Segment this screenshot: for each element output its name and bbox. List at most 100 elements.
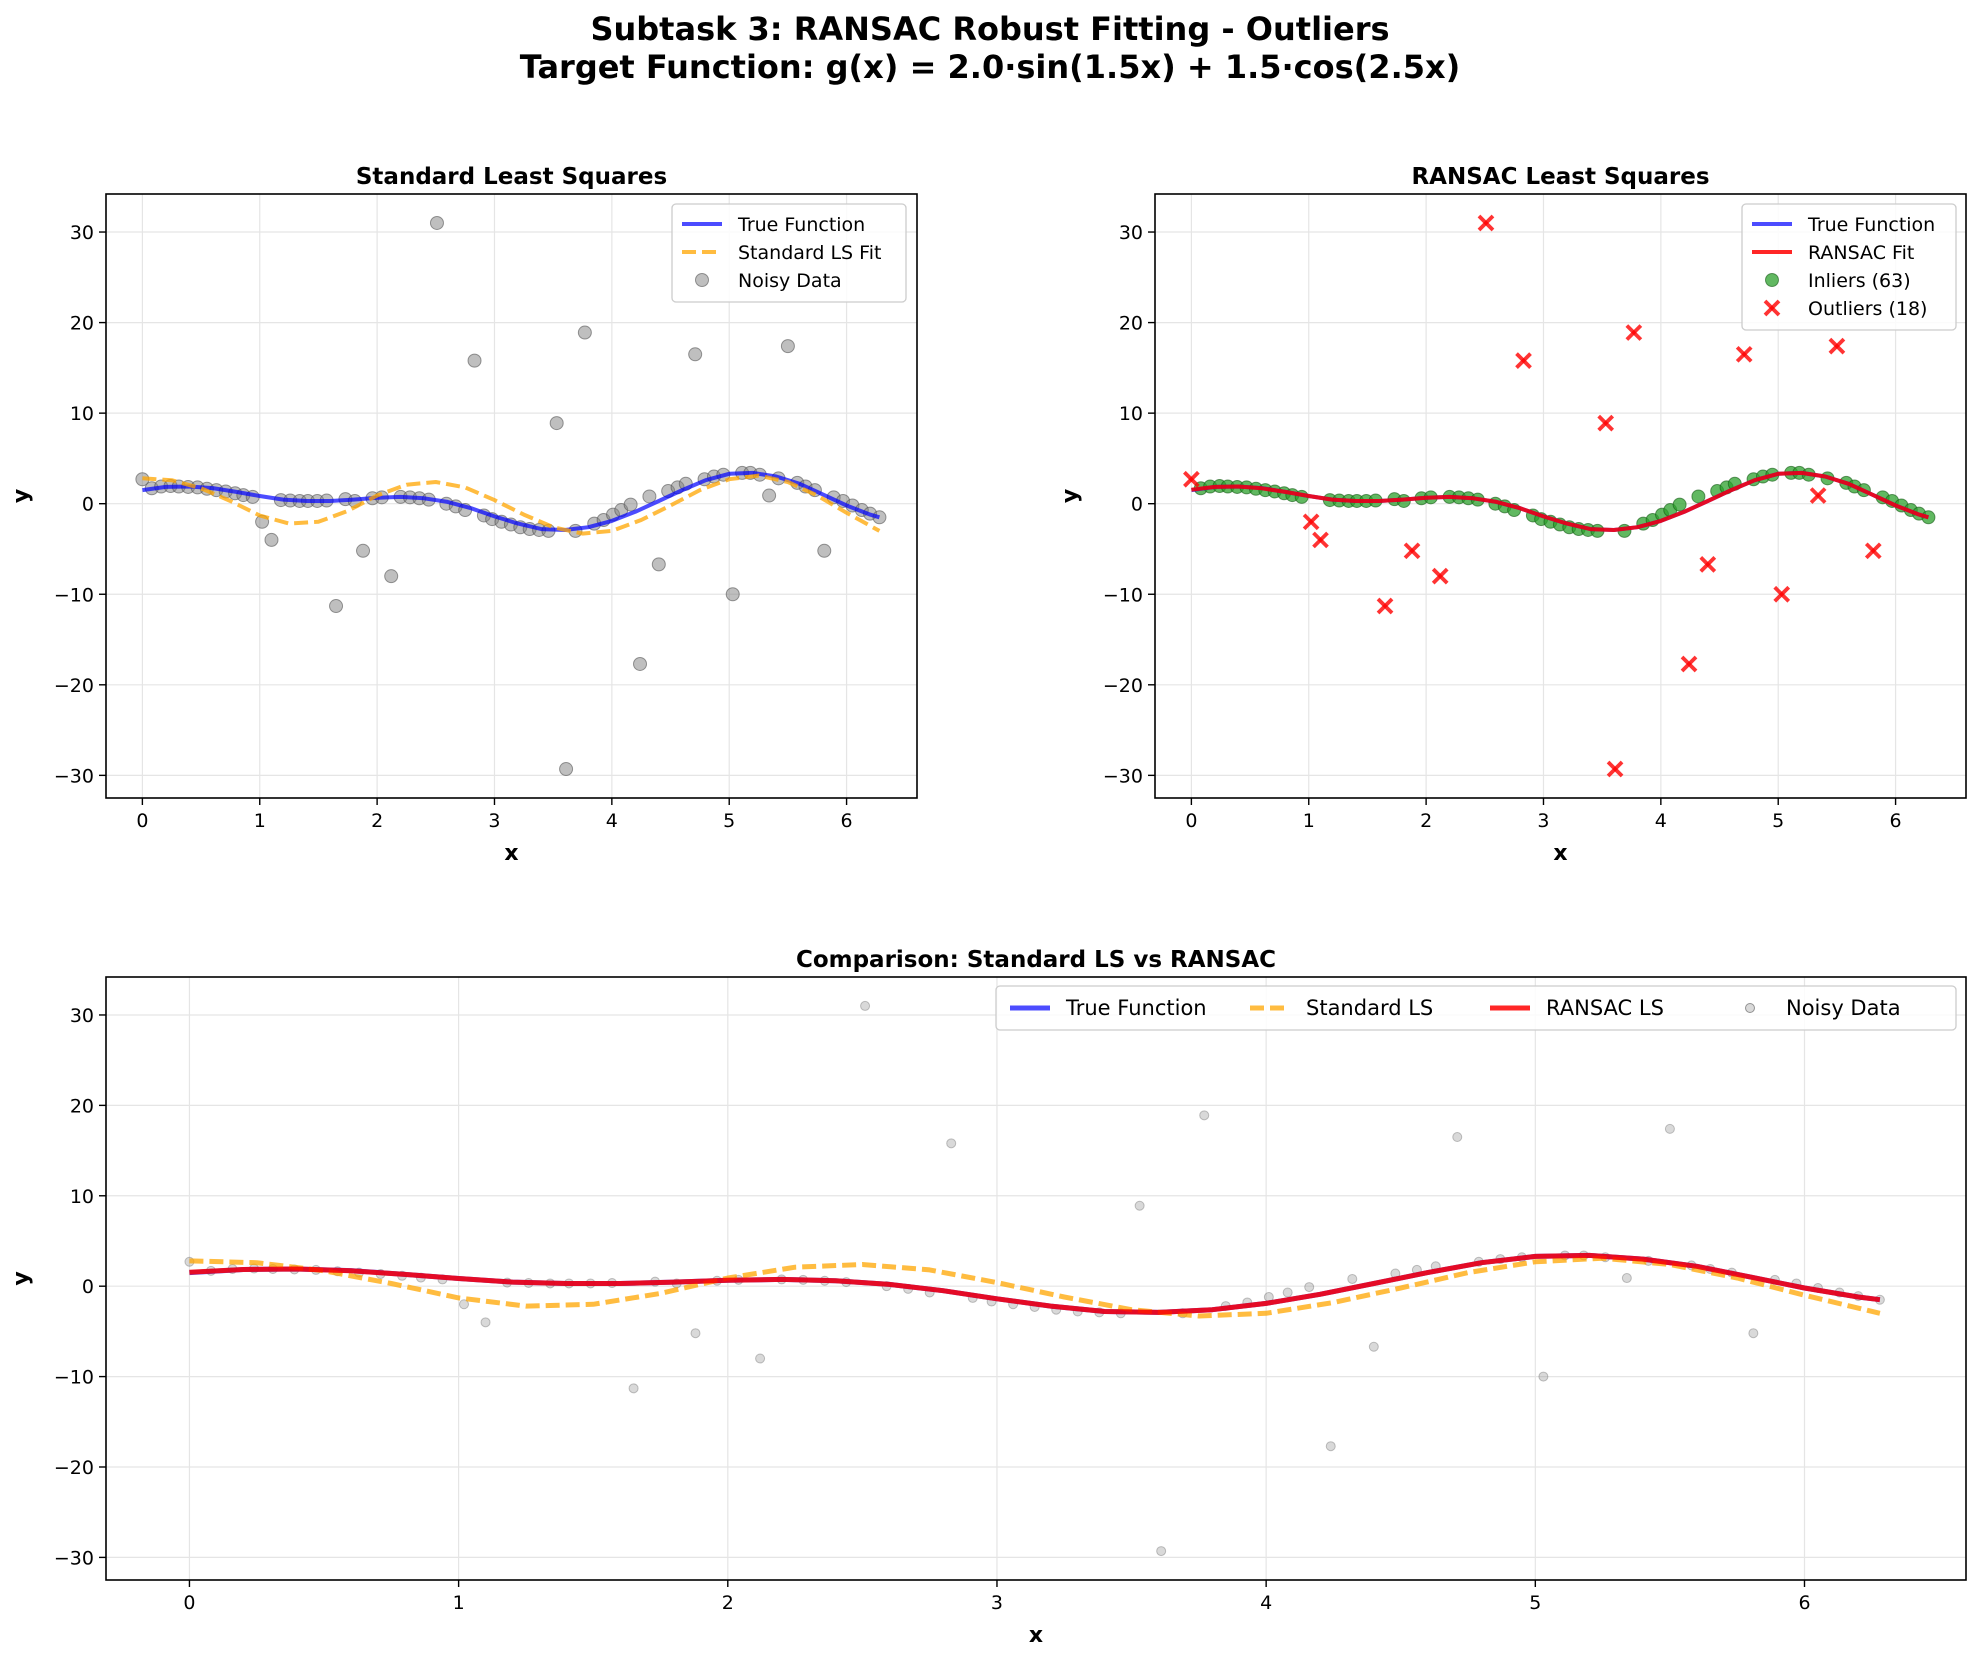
legend: True Function Standard LS Fit Noisy Data (671, 203, 907, 303)
data-point (1538, 1371, 1549, 1382)
legend-swatch-marker (1745, 1003, 1755, 1013)
plot-area (184, 1000, 1885, 1557)
data-point (860, 1000, 871, 1011)
standard-ls-panel: 0 1 2 3 4 5 6 −30 −20 −10 0 10 20 30 Standard Least Sq… (9, 164, 918, 866)
series-line-standard-ls (189, 1255, 1881, 1319)
x-axis-label: x (1553, 841, 1567, 866)
legend-item: Outliers (18) (1763, 298, 1927, 320)
legend-label: Noisy Data (738, 270, 842, 292)
data-point (725, 587, 740, 602)
outlier-point (1625, 324, 1643, 341)
y-tick-label: 30 (70, 1005, 94, 1027)
y-axis-label: y (9, 1271, 34, 1285)
data-point (1304, 1282, 1315, 1293)
data-point (628, 1383, 639, 1394)
data-point (642, 489, 657, 504)
x-tick-label: 4 (1260, 1592, 1272, 1614)
data-point (1156, 1546, 1167, 1557)
x-tick-label: 6 (841, 810, 853, 832)
axes-frame (1154, 193, 1967, 799)
inlier-point (1672, 497, 1687, 512)
legend-label: RANSAC LS (1546, 996, 1664, 1020)
figure-title-line2: Target Function: g(x) = 2.0·sin(1.5x) + … (520, 48, 1461, 86)
y-tick-label: 20 (70, 313, 94, 335)
y-tick-label: −30 (54, 765, 94, 787)
data-point (459, 1299, 470, 1310)
legend-label: Standard LS Fit (738, 242, 881, 264)
y-tick-label: −10 (54, 1367, 94, 1389)
outlier-point (1431, 567, 1449, 585)
data-point (559, 762, 574, 777)
comparison-panel: 0 1 2 3 4 5 6 −30 −20 −10 0 10 20 30 Comparison: Stand… (9, 947, 1967, 1648)
legend-label: True Function (1065, 996, 1207, 1020)
data-point (1199, 1110, 1210, 1121)
outlier-point (1864, 542, 1882, 560)
outlier-point (1515, 352, 1532, 369)
data-point (651, 557, 666, 572)
x-axis-label: x (504, 841, 518, 866)
legend-label: RANSAC Fit (1808, 242, 1914, 264)
x-axis-label: x (1029, 1623, 1043, 1648)
outlier-point (1183, 470, 1200, 488)
data-point (549, 416, 564, 431)
data-point (1452, 1132, 1463, 1143)
legend-label: Inliers (63) (1808, 270, 1911, 292)
x-tick-label: 6 (1798, 1592, 1810, 1614)
data-point (467, 353, 482, 368)
x-tick-label: 1 (453, 1592, 465, 1614)
y-tick-label: 30 (70, 222, 94, 244)
outlier-point (1828, 337, 1846, 355)
data-point (1621, 1273, 1632, 1284)
legend-swatch-marker (695, 273, 709, 287)
data-point (480, 1317, 491, 1328)
data-point (690, 1328, 701, 1339)
y-tick-label: 20 (1119, 313, 1143, 335)
figure-title-line1: Subtask 3: RANSAC Robust Fitting - Outli… (590, 10, 1389, 48)
data-point (356, 543, 371, 558)
x-tick-label: 2 (371, 810, 383, 832)
y-tick-label: 0 (82, 494, 94, 516)
x-tick-label: 5 (1529, 1592, 1541, 1614)
legend-frame (1741, 203, 1957, 331)
y-tick-label: −10 (1103, 584, 1143, 606)
axes-frame (105, 976, 1967, 1581)
legend-item: Standard LS Fit (682, 242, 881, 264)
y-tick-label: 10 (70, 1186, 94, 1208)
data-point (755, 1353, 766, 1364)
legend-swatch-marker (1765, 273, 1779, 287)
outlier-point (1597, 414, 1615, 432)
y-tick-label: −30 (1103, 765, 1143, 787)
y-tick-label: 0 (1131, 494, 1143, 516)
legend-frame (671, 203, 907, 303)
x-tick-label: 0 (1185, 810, 1197, 832)
data-point (623, 497, 638, 512)
x-tick-label: 2 (722, 1592, 734, 1614)
outlier-point (1680, 655, 1698, 673)
y-axis-label: y (1058, 489, 1083, 503)
y-tick-label: −20 (54, 675, 94, 697)
legend-item: RANSAC Fit (1752, 242, 1914, 264)
x-tick-label: 4 (1655, 810, 1667, 832)
legend-label: Standard LS (1306, 996, 1433, 1020)
y-tick-label: 10 (1119, 403, 1143, 425)
outlier-point (1773, 585, 1791, 603)
outlier-point (1809, 487, 1827, 504)
ransac-panel: 0 1 2 3 4 5 6 −30 −20 −10 0 10 20 30 RANSAC Least Squa… (1058, 164, 1967, 866)
legend: True Function RANSAC Fit Inliers (63) Outli… (1741, 203, 1957, 331)
data-point (329, 599, 344, 614)
x-tick-label: 0 (136, 810, 148, 832)
outlier-point (1376, 597, 1394, 615)
axes-title: Comparison: Standard LS vs RANSAC (796, 947, 1276, 973)
y-tick-label: 0 (82, 1276, 94, 1298)
axes-frame (105, 193, 918, 799)
outlier-point (1735, 345, 1753, 363)
x-tick-label: 5 (1772, 810, 1784, 832)
plot-area (135, 215, 887, 777)
legend-item: True Function (1010, 996, 1207, 1020)
x-tick-label: 2 (1420, 810, 1432, 832)
data-point (1347, 1273, 1358, 1284)
axes-title: Standard Least Squares (356, 164, 667, 190)
inlier-point (1691, 489, 1706, 504)
